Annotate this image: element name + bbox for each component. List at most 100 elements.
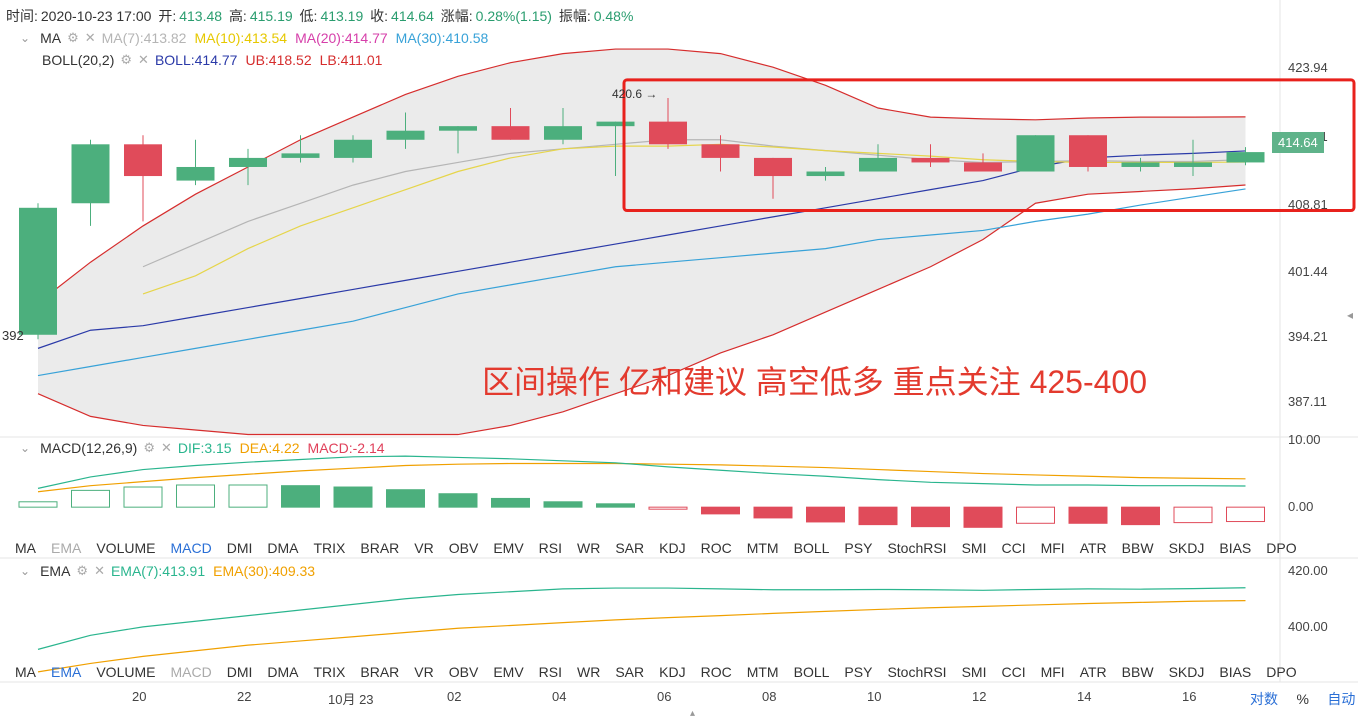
indicator-tab-sar[interactable]: SAR [615, 540, 645, 556]
macd-histogram-bar [753, 506, 793, 519]
ema-legend-name: EMA [40, 563, 71, 579]
indicator-tab-wr[interactable]: WR [577, 540, 601, 556]
percent-scale-button[interactable]: % [1296, 691, 1309, 707]
indicator-tab-ma[interactable]: MA [15, 540, 36, 556]
indicator-tab-boll[interactable]: BOLL [793, 540, 830, 556]
indicator-tab-ma[interactable]: MA [15, 664, 36, 680]
indicator-tab-rsi[interactable]: RSI [538, 664, 563, 680]
price-tick-label: 394.21 [1288, 329, 1328, 345]
indicator-tab-macd[interactable]: MACD [170, 540, 212, 556]
close-icon[interactable]: ✕ [94, 563, 105, 578]
indicator-tab-ema[interactable]: EMA [51, 664, 82, 680]
candle-body [439, 126, 477, 131]
open-value: 413.48 [179, 8, 223, 24]
boll-legend-item: BOLL:414.77 [154, 52, 238, 68]
candle-body [176, 166, 215, 181]
indicator-tab-stochrsi[interactable]: StochRSI [887, 540, 947, 556]
indicator-tab-kdj[interactable]: KDJ [659, 664, 686, 680]
boll-legend-name: BOLL(20,2) [42, 52, 115, 68]
indicator-tab-boll[interactable]: BOLL [793, 664, 830, 680]
log-scale-button[interactable]: 对数 [1250, 691, 1278, 707]
macd-histogram-bar [806, 506, 845, 523]
indicator-tab-psy[interactable]: PSY [844, 664, 873, 680]
indicator-tab-dma[interactable]: DMA [267, 664, 299, 680]
indicator-tab-skdj[interactable]: SKDJ [1168, 664, 1205, 680]
indicator-tab-wr[interactable]: WR [577, 664, 601, 680]
macd-histogram-bar [858, 506, 898, 526]
candle-body [806, 171, 845, 177]
indicator-tab-psy[interactable]: PSY [844, 540, 873, 556]
time-label: 时间: [6, 8, 38, 24]
indicator-tab-roc[interactable]: ROC [700, 664, 732, 680]
indicator-tab-bbw[interactable]: BBW [1121, 664, 1154, 680]
indicator-tab-dpo[interactable]: DPO [1266, 664, 1297, 680]
settings-gear-icon[interactable]: ⚙ [76, 563, 89, 578]
indicator-tab-mfi[interactable]: MFI [1040, 540, 1065, 556]
indicator-tab-atr[interactable]: ATR [1079, 664, 1107, 680]
settings-gear-icon[interactable]: ⚙ [67, 30, 79, 45]
indicator-tab-dma[interactable]: DMA [267, 540, 299, 556]
indicator-tab-bias[interactable]: BIAS [1219, 664, 1252, 680]
settings-gear-icon[interactable]: ⚙ [120, 52, 133, 67]
auto-scale-button[interactable]: 自动 [1327, 691, 1356, 707]
indicator-tab-sar[interactable]: SAR [615, 664, 645, 680]
time-tick-label: 10 [867, 689, 882, 704]
candle-body [1069, 135, 1107, 167]
collapse-chevron-icon[interactable]: ⌄ [20, 564, 31, 578]
time-tick-label: 06 [657, 689, 672, 704]
indicator-tab-obv[interactable]: OBV [448, 540, 479, 556]
macd-histogram-bar [648, 506, 688, 510]
indicator-tab-smi[interactable]: SMI [961, 540, 987, 556]
indicator-tab-mtm[interactable]: MTM [746, 664, 779, 680]
indicator-tab-vr[interactable]: VR [414, 540, 434, 556]
macd-tick-label: 0.00 [1288, 499, 1314, 515]
macd-histogram-bar [1068, 506, 1108, 524]
indicator-tab-dmi[interactable]: DMI [226, 540, 253, 556]
indicator-tab-bbw[interactable]: BBW [1121, 540, 1154, 556]
indicator-tab-cci[interactable]: CCI [1001, 540, 1026, 556]
macd-histogram-bar [701, 506, 740, 515]
indicator-tab-trix[interactable]: TRIX [313, 664, 346, 680]
ma-legend-values: MA(7):413.82 MA(10):413.54 MA(20):414.77 MA… [102, 30, 497, 46]
indicator-tab-mtm[interactable]: MTM [746, 540, 779, 556]
close-icon[interactable]: ✕ [160, 440, 172, 455]
indicator-tab-macd[interactable]: MACD [170, 664, 212, 680]
close-icon[interactable]: ✕ [138, 52, 149, 67]
indicator-tab-brar[interactable]: BRAR [360, 664, 400, 680]
indicator-tab-mfi[interactable]: MFI [1040, 664, 1065, 680]
indicator-tab-volume[interactable]: VOLUME [96, 540, 156, 556]
indicator-tab-smi[interactable]: SMI [961, 664, 987, 680]
indicator-tab-skdj[interactable]: SKDJ [1168, 540, 1205, 556]
indicator-tab-cci[interactable]: CCI [1001, 664, 1026, 680]
close-icon[interactable]: ✕ [84, 30, 96, 45]
indicator-tab-bias[interactable]: BIAS [1219, 540, 1252, 556]
macd-histogram-bar [1121, 506, 1160, 526]
time-tick-label: 12 [972, 689, 987, 704]
indicator-tab-vr[interactable]: VR [414, 664, 434, 680]
settings-gear-icon[interactable]: ⚙ [143, 440, 155, 455]
indicator-tab-dmi[interactable]: DMI [226, 664, 253, 680]
time-tick-label: 20 [132, 689, 147, 704]
indicator-tab-rsi[interactable]: RSI [538, 540, 563, 556]
indicator-tab-brar[interactable]: BRAR [360, 540, 400, 556]
indicator-tab-atr[interactable]: ATR [1079, 540, 1107, 556]
macd-tick-label: 10.00 [1288, 432, 1321, 447]
indicator-tab-kdj[interactable]: KDJ [659, 540, 686, 556]
indicator-tab-stochrsi[interactable]: StochRSI [887, 664, 947, 680]
collapse-chevron-icon[interactable]: ⌄ [20, 31, 31, 45]
resize-handle-icon[interactable]: ▴ [690, 708, 696, 719]
indicator-tab-emv[interactable]: EMV [493, 540, 524, 556]
indicator-tab-ema[interactable]: EMA [51, 540, 82, 556]
collapse-arrow-icon[interactable]: ◂ [1347, 308, 1354, 322]
indicator-tab-roc[interactable]: ROC [700, 540, 732, 556]
indicator-tab-obv[interactable]: OBV [448, 664, 479, 680]
collapse-chevron-icon[interactable]: ⌄ [20, 441, 31, 455]
indicator-tab-emv[interactable]: EMV [493, 664, 524, 680]
indicator-tab-trix[interactable]: TRIX [313, 540, 346, 556]
amplitude-value: 0.48% [593, 8, 634, 24]
time-tick-label: 10月 23 [328, 692, 374, 707]
indicator-tab-dpo[interactable]: DPO [1266, 540, 1297, 556]
indicator-tab-volume[interactable]: VOLUME [96, 664, 156, 680]
change-label: 涨幅: [440, 8, 473, 24]
